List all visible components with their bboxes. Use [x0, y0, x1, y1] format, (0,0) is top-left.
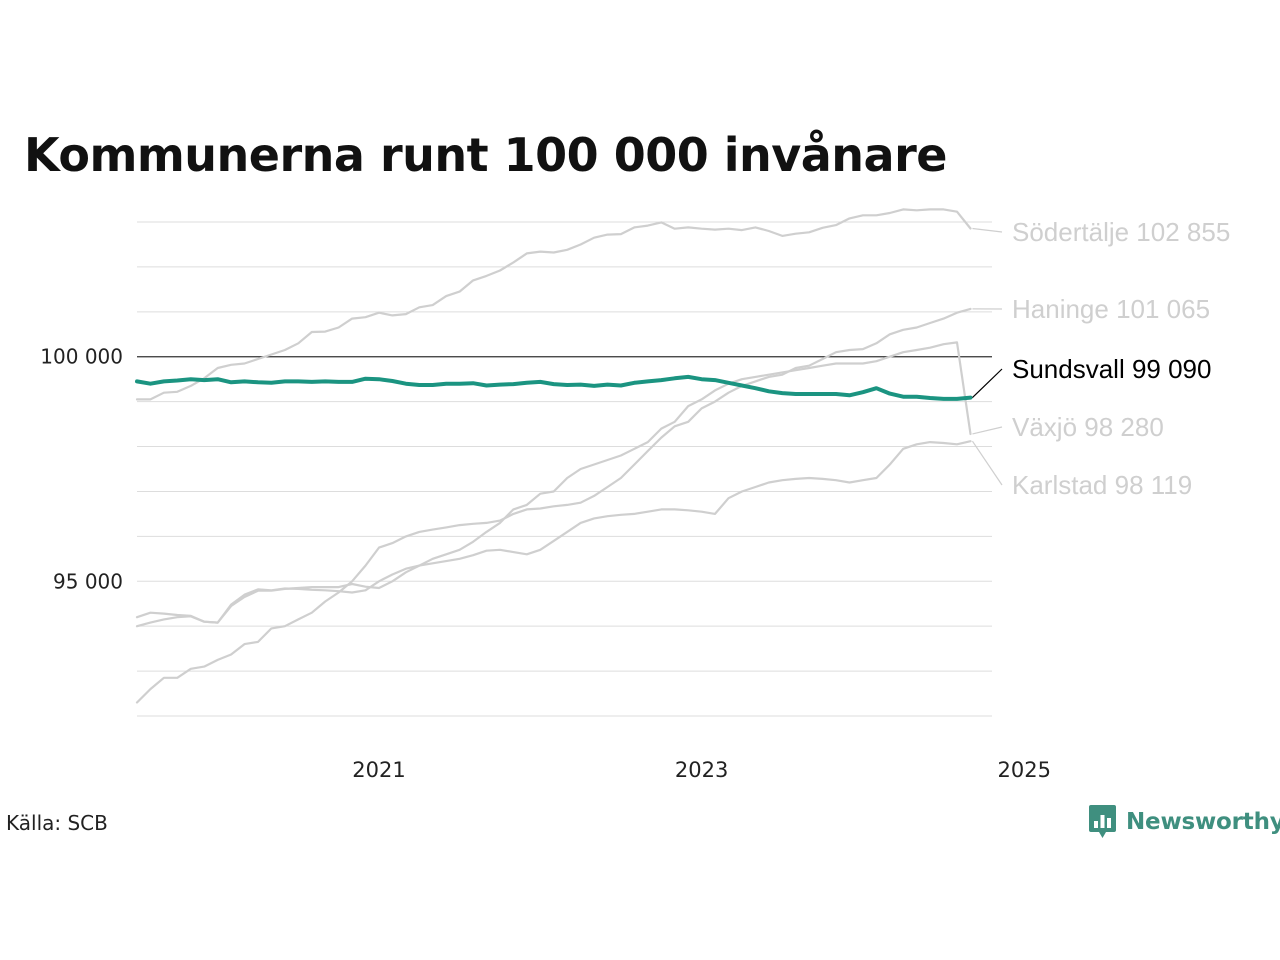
- bar-chart-pin-icon: [1089, 805, 1116, 838]
- label-leader-line: [972, 227, 1003, 233]
- chart-title: Kommunerna runt 100 000 invånare: [24, 128, 947, 182]
- x-axis-tick-labels: 2021 2023 2025: [352, 758, 1051, 782]
- grid-lines: [137, 221, 992, 717]
- y-axis-tick-labels: 95 000 100 000: [40, 345, 123, 594]
- x-tick-label: 2023: [675, 758, 728, 782]
- label-leader-line: [971, 440, 1003, 486]
- brand-logo: Newsworthy: [1088, 804, 1280, 840]
- label-leader-line: [972, 368, 1003, 399]
- x-tick-label: 2025: [998, 758, 1051, 782]
- series-lines: [135, 208, 973, 704]
- series-end-label-växjö: Växjö 98 280: [1012, 412, 1164, 442]
- series-end-label-haninge: Haninge 101 065: [1012, 294, 1210, 324]
- series-line-södertälje: [135, 208, 972, 401]
- series-end-labels: Södertälje 102 855 Haninge 101 065 Sundsva…: [971, 217, 1230, 500]
- source-note: Källa: SCB: [6, 811, 108, 835]
- brand-name: Newsworthy: [1126, 809, 1280, 835]
- y-tick-label: 95 000: [53, 569, 123, 593]
- series-end-label-södertälje: Södertälje 102 855: [1012, 217, 1230, 247]
- label-leader-line: [972, 426, 1003, 435]
- y-tick-label: 100 000: [40, 345, 123, 369]
- series-line-sundsvall: [135, 374, 973, 401]
- series-end-label-sundsvall: Sundsvall 99 090: [1012, 354, 1211, 384]
- series-line-karlstad: [135, 440, 972, 624]
- series-end-label-karlstad: Karlstad 98 119: [1012, 470, 1192, 500]
- x-tick-label: 2021: [352, 758, 405, 782]
- series-line-haninge: [135, 307, 972, 704]
